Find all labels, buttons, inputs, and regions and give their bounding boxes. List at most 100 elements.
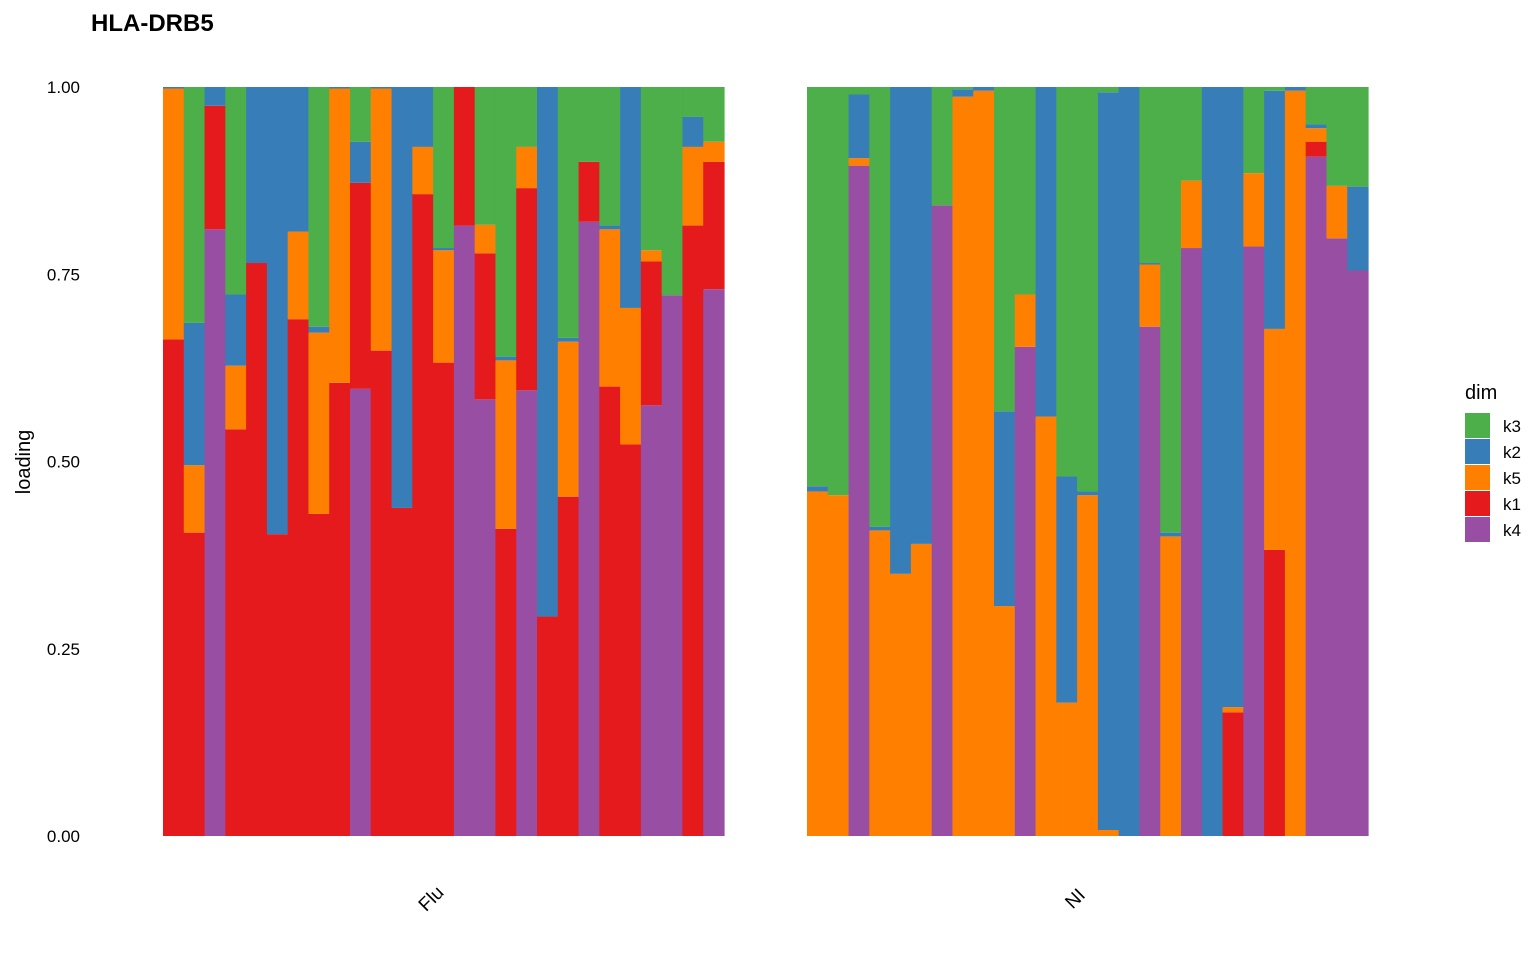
bar-segment-k2 (370, 87, 393, 89)
bar-segment-k2 (973, 87, 995, 91)
bar-segment-k4 (1305, 156, 1328, 836)
bar-segment-k2 (204, 87, 226, 106)
bar-segment-k4 (1014, 346, 1037, 836)
bar-segment-k3 (703, 87, 725, 142)
y-tick-label: 1.00 (47, 78, 80, 97)
bar-segment-k2 (246, 87, 268, 264)
bar-segment-k4 (204, 229, 226, 836)
x-facet-label: Flu (415, 882, 449, 916)
bar-segment-k2 (1347, 186, 1369, 271)
bar-segment-k2 (1035, 87, 1057, 417)
y-tick-label: 0.75 (47, 265, 80, 284)
bar-segment-k5 (973, 90, 995, 836)
bar-segment-k1 (557, 496, 580, 836)
bar-segment-k3 (474, 87, 497, 225)
bar-segment-k5 (329, 88, 351, 383)
bar-segment-k5 (620, 307, 642, 445)
bar-segment-k3 (1139, 87, 1161, 264)
bar-segment-k2 (308, 326, 330, 333)
bar-segment-k3 (827, 87, 850, 496)
bar-segment-k2 (1077, 491, 1099, 496)
bar-segment-k3 (931, 87, 954, 206)
bar-segment-k3 (1160, 87, 1182, 533)
bar-segment-k3 (640, 87, 663, 251)
bar-segment-k5 (308, 332, 330, 514)
bar-segment-k2 (807, 486, 829, 492)
bar-segment-k2 (433, 248, 455, 251)
bar-segment-k1 (578, 161, 600, 222)
bar-segment-k3 (578, 87, 600, 162)
facet-panel-flu: Flu (163, 87, 725, 916)
bar-segment-k1 (453, 87, 476, 226)
bar-segment-k3 (682, 87, 704, 117)
bar-segment-k2 (287, 87, 310, 232)
bar-segment-k5 (183, 465, 206, 533)
legend-swatch-k1 (1465, 491, 1490, 516)
bar-segment-k3 (350, 87, 372, 142)
facet-panel-ni: NI (807, 87, 1369, 913)
bar-segment-k4 (1347, 270, 1369, 836)
bar-segment-k3 (599, 87, 621, 226)
x-facet-label: NI (1061, 885, 1089, 913)
bar-segment-k2 (1097, 92, 1120, 831)
y-axis-ticks: 0.00 0.25 0.50 0.75 1.00 (47, 78, 80, 846)
bar-segment-k2 (391, 87, 413, 508)
bar-segment-k2 (1201, 87, 1224, 836)
bar-segment-k5 (1222, 707, 1244, 713)
bar-segment-k5 (910, 543, 933, 836)
bar-segment-k2 (163, 87, 185, 89)
y-tick-label: 0.25 (47, 640, 80, 659)
bar-segment-k2 (952, 89, 974, 97)
bar-segment-k2 (537, 87, 559, 617)
chart-title: HLA-DRB5 (91, 10, 214, 37)
bar-segment-k3 (1264, 87, 1286, 91)
bar-segment-k1 (1222, 712, 1244, 836)
bar-segment-k1 (599, 386, 621, 836)
bar-segment-k1 (620, 444, 642, 836)
bar-segment-k1 (682, 225, 704, 836)
bar-segment-k1 (308, 513, 330, 836)
bar-segment-k4 (661, 295, 684, 837)
bar-segment-k5 (1014, 294, 1037, 347)
bar-segment-k4 (1326, 238, 1348, 837)
bar-segment-k1 (287, 319, 310, 836)
bar-segment-k3 (1097, 87, 1120, 93)
bar-segment-k2 (1139, 263, 1161, 265)
bar-segment-k2 (599, 225, 621, 230)
legend-label: k1 (1503, 495, 1521, 514)
bar-segment-k2 (1056, 476, 1078, 703)
bar-segment-k2 (1160, 532, 1182, 537)
bar-segment-k3 (183, 87, 206, 323)
bar-segment-k1 (495, 528, 517, 836)
bar-segment-k3 (1077, 87, 1099, 492)
bar-segment-k2 (890, 87, 912, 574)
legend-label: k2 (1503, 443, 1521, 462)
bar-segment-k4 (350, 388, 372, 836)
bar-segment-k4 (1181, 248, 1203, 836)
bar-segment-k3 (433, 87, 455, 249)
bar-segment-k3 (848, 87, 870, 95)
bar-segment-k5 (412, 146, 434, 195)
bar-segment-k2 (1305, 124, 1328, 129)
bar-segment-k2 (682, 116, 704, 147)
bar-segment-k2 (848, 94, 870, 159)
bar-segment-k5 (163, 88, 185, 340)
y-tick-label: 0.00 (47, 827, 80, 846)
bar-segment-k3 (1181, 87, 1203, 181)
bar-segment-k5 (994, 606, 1016, 836)
bar-segment-k5 (225, 365, 247, 430)
bar-segment-k2 (266, 87, 289, 535)
bar-segment-k1 (266, 534, 289, 836)
bar-segment-k1 (246, 263, 268, 836)
legend-swatch-k4 (1465, 517, 1490, 542)
bar-segment-k5 (827, 495, 850, 836)
bar-segment-k3 (1305, 87, 1328, 125)
bar-segment-k3 (1056, 87, 1078, 477)
bar-segment-k4 (640, 405, 663, 836)
bar-segment-k3 (1326, 87, 1348, 186)
bar-segment-k4 (931, 205, 954, 837)
bar-segment-k1 (703, 161, 725, 290)
bar-segment-k4 (703, 289, 725, 837)
bar-segment-k5 (1160, 536, 1182, 836)
